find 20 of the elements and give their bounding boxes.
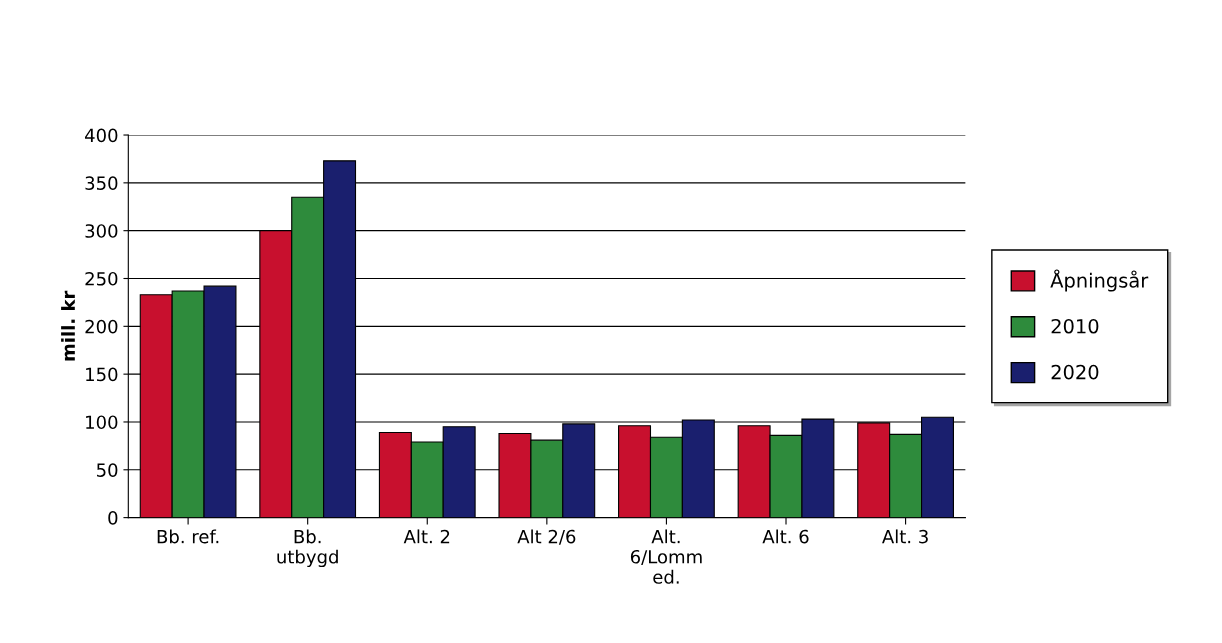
x-tick-label: Alt. 3 (882, 529, 928, 544)
y-tick-label: 250 (85, 271, 118, 286)
y-tick-label: 350 (85, 176, 118, 190)
y-tick-label: 50 (97, 463, 118, 477)
y-axis-title: mill. kr (61, 290, 75, 361)
x-tick-label: Bb. ref. (157, 529, 219, 544)
y-tick-label: 300 (85, 224, 118, 238)
x-tick-label: Alt. 6/Lomm ed. (630, 529, 702, 584)
y-tick-label: 200 (85, 319, 118, 334)
y-tick-label: 400 (85, 128, 118, 143)
y-tick-label: 100 (86, 415, 118, 430)
y-tick-label: 150 (86, 367, 118, 382)
x-tick-label: Bb. utbygd (277, 529, 338, 568)
legend-label: 2010 (1051, 318, 1099, 334)
x-tick-label: Alt. 2 (403, 529, 450, 544)
x-tick-label: Alt. 6 (762, 529, 809, 544)
x-tick-label: Alt 2/6 (517, 529, 576, 545)
y-tick-label: 0 (108, 511, 118, 525)
legend-label: 2020 (1051, 364, 1099, 380)
legend-label: Åpningsår (1050, 269, 1149, 292)
